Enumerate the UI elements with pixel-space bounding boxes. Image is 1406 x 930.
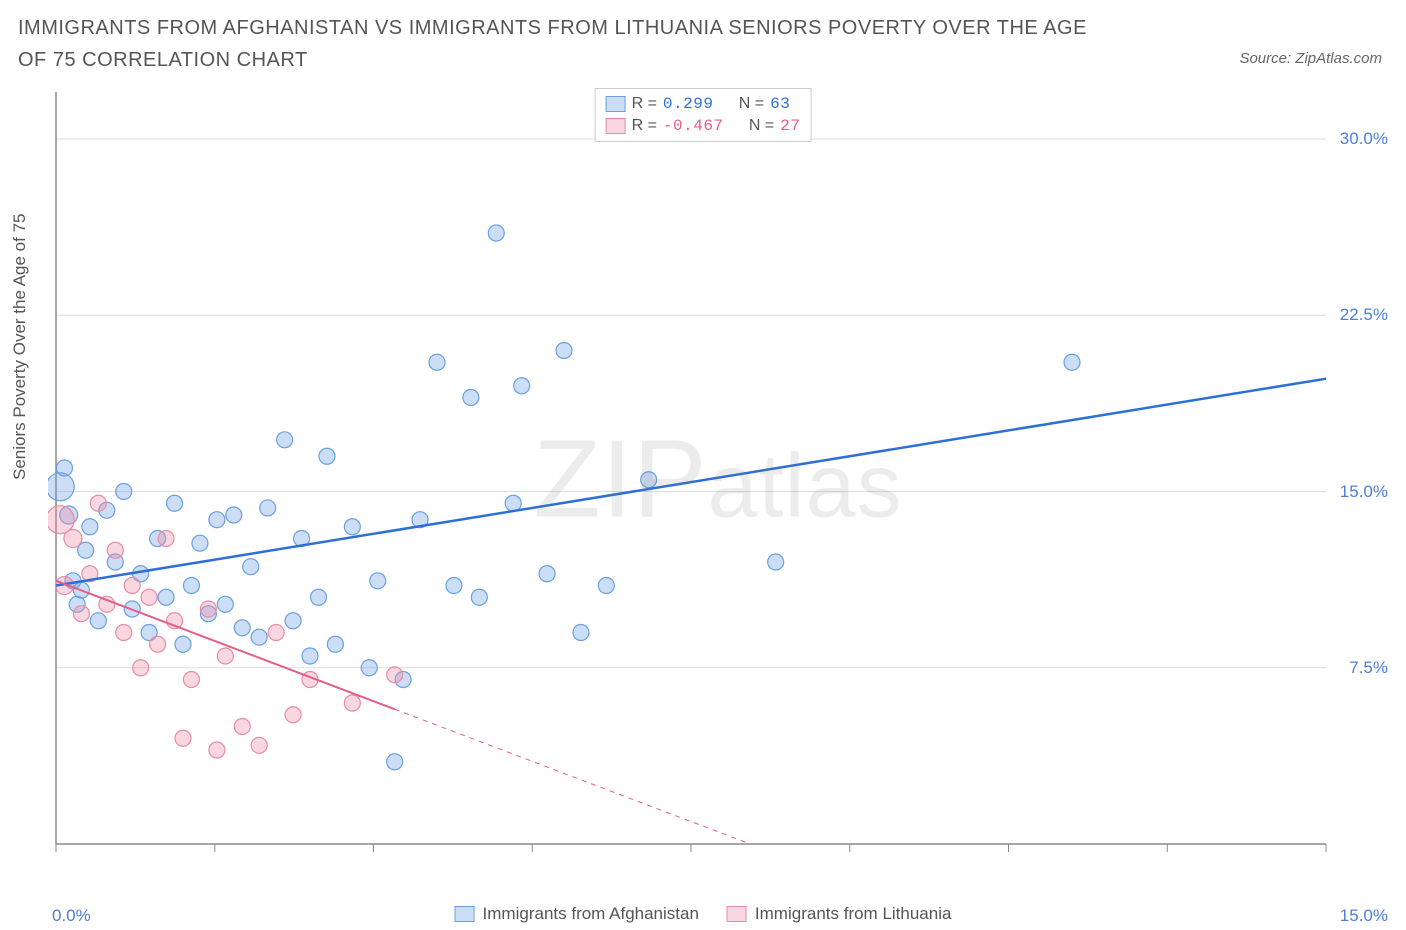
- plot-area: ZIPatlas: [48, 84, 1388, 874]
- legend-n-value: 27: [780, 117, 800, 135]
- legend-n-label: N =: [739, 95, 764, 113]
- correlation-legend: R = 0.299 N = 63 R = -0.467 N = 27: [595, 88, 812, 142]
- legend-swatch: [606, 118, 626, 134]
- legend-row: R = 0.299 N = 63: [606, 93, 801, 115]
- legend-swatch: [727, 906, 747, 922]
- legend-r-label: R =: [632, 117, 657, 135]
- series-legend: Immigrants from Afghanistan Immigrants fr…: [455, 904, 952, 924]
- series-legend-item: Immigrants from Lithuania: [727, 904, 952, 924]
- series-name: Immigrants from Lithuania: [755, 904, 952, 924]
- legend-r-label: R =: [632, 95, 657, 113]
- x-tick-label-right: 15.0%: [1340, 906, 1388, 926]
- legend-row: R = -0.467 N = 27: [606, 115, 801, 137]
- legend-n-label: N =: [749, 117, 774, 135]
- legend-swatch: [606, 96, 626, 112]
- legend-r-value: 0.299: [663, 95, 714, 113]
- y-tick-label: 30.0%: [1340, 129, 1388, 149]
- y-tick-label: 22.5%: [1340, 305, 1388, 325]
- chart-title: IMMIGRANTS FROM AFGHANISTAN VS IMMIGRANT…: [18, 12, 1118, 76]
- legend-r-value: -0.467: [663, 117, 724, 135]
- series-legend-item: Immigrants from Afghanistan: [455, 904, 699, 924]
- x-tick-label-left: 0.0%: [52, 906, 91, 926]
- y-tick-label: 7.5%: [1349, 658, 1388, 678]
- y-tick-label: 15.0%: [1340, 482, 1388, 502]
- source-attribution: Source: ZipAtlas.com: [1239, 50, 1382, 67]
- series-name: Immigrants from Afghanistan: [483, 904, 699, 924]
- legend-swatch: [455, 906, 475, 922]
- chart-svg: [48, 84, 1388, 874]
- legend-n-value: 63: [770, 95, 790, 113]
- y-axis-label: Seniors Poverty Over the Age of 75: [10, 214, 30, 480]
